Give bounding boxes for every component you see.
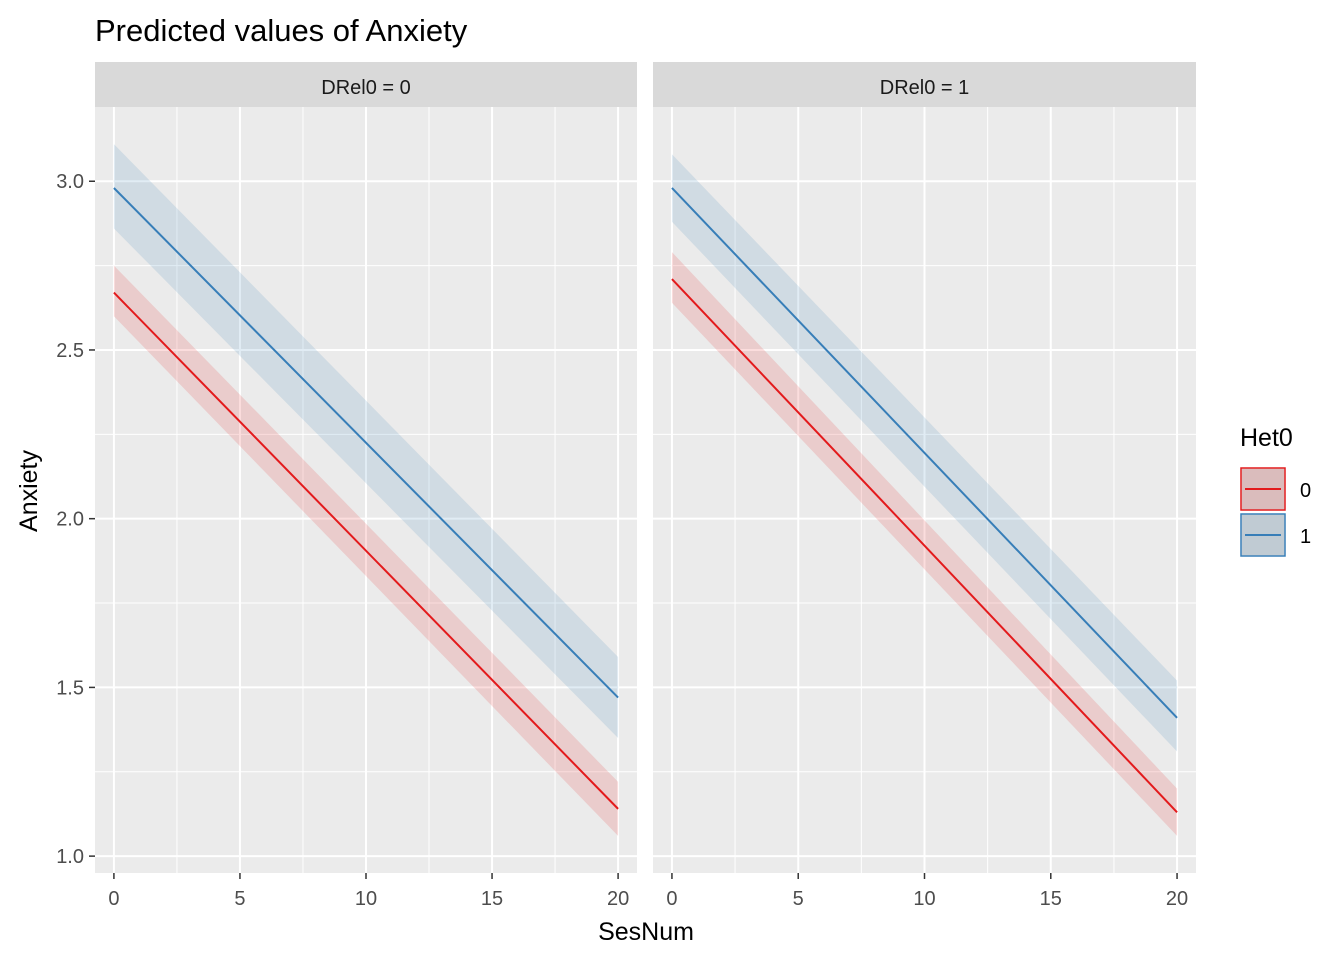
x-tick-label: 0 (666, 888, 677, 910)
x-tick-label: 20 (1166, 888, 1188, 910)
facet-strip-label: DRel0 = 1 (880, 77, 970, 99)
x-tick-label: 15 (1040, 888, 1062, 910)
x-tick-label: 15 (481, 888, 503, 910)
panels: DRel0 = 0 0 5 10 15 20 DRel0 = 1 0 5 10 15 20 1.0 1.5… (56, 62, 1196, 910)
x-tick-label: 0 (108, 888, 119, 910)
y-axis-title: Anxiety (15, 450, 43, 532)
legend-key-1: 1 (1240, 513, 1311, 557)
y-tick-label: 2.0 (56, 509, 84, 531)
x-tick-label: 5 (793, 888, 804, 910)
y-tick-label: 2.5 (56, 340, 84, 362)
facet-strip (653, 62, 1196, 107)
legend-label: 0 (1300, 480, 1311, 502)
y-tick-label: 1.5 (56, 677, 84, 699)
legend-key-0: 0 (1240, 467, 1311, 511)
facet-strip (95, 62, 637, 107)
legend-title: Het0 (1240, 424, 1293, 452)
x-axis-title: SesNum (598, 918, 694, 946)
facet-strip-label: DRel0 = 0 (321, 77, 411, 99)
series-line-het0-1 (113, 187, 619, 699)
x-tick-label: 20 (607, 888, 629, 910)
series-line-het0-0 (671, 278, 1178, 813)
y-tick-label: 1.0 (56, 846, 84, 868)
panel-1: DRel0 = 0 0 5 10 15 20 (95, 62, 637, 910)
series-line-het0-0 (113, 291, 619, 810)
y-axis: 1.0 1.5 2.0 2.5 3.0 (56, 171, 95, 868)
confidence-band-het0-1 (113, 144, 619, 739)
y-tick-label: 3.0 (56, 171, 84, 193)
series-line-het0-1 (671, 187, 1178, 719)
confidence-band-het0-0 (671, 252, 1178, 836)
panel-2: DRel0 = 1 0 5 10 15 20 (653, 62, 1196, 910)
x-tick-label: 10 (913, 888, 935, 910)
legend-label: 1 (1300, 526, 1311, 548)
chart-title: Predicted values of Anxiety (95, 13, 468, 48)
x-tick-label: 10 (355, 888, 377, 910)
legend: Het0 0 1 (1240, 424, 1311, 557)
x-tick-label: 5 (234, 888, 245, 910)
